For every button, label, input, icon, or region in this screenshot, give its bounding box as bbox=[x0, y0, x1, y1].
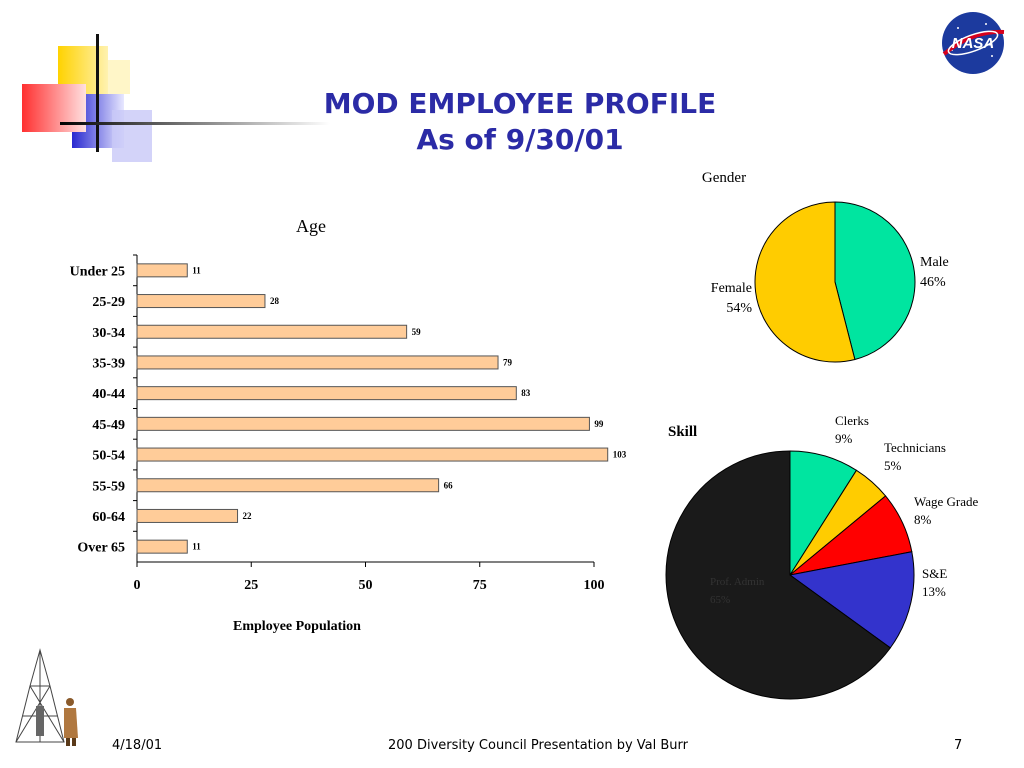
rocket-figure-illustration bbox=[15, 648, 78, 746]
age-data-label-25-29: 28 bbox=[270, 296, 280, 306]
age-category-label-over-65: Over 65 bbox=[77, 541, 125, 556]
skill-label-clerks: Clerks bbox=[835, 413, 869, 428]
gender-slice-male bbox=[834, 201, 916, 361]
footer-page-number: 7 bbox=[954, 738, 963, 753]
age-bar-55-59 bbox=[136, 478, 440, 493]
age-bar-30-34 bbox=[136, 324, 408, 339]
age-bar-over-65 bbox=[136, 539, 188, 554]
slide-title-line1: MOD EMPLOYEE PROFILE bbox=[323, 87, 717, 120]
age-x-tick-label-25: 25 bbox=[244, 578, 258, 593]
age-bar-60-64 bbox=[136, 508, 239, 523]
skill-label-prof-admin: Prof. Admin bbox=[710, 576, 765, 588]
age-category-label-30-34: 30-34 bbox=[92, 326, 125, 341]
age-x-tick-label-100: 100 bbox=[584, 578, 605, 593]
skill-value-label-clerks: 9% bbox=[835, 431, 853, 446]
age-category-label-40-44: 40-44 bbox=[92, 387, 125, 402]
slide-title: MOD EMPLOYEE PROFILE As of 9/30/01 bbox=[230, 86, 810, 158]
age-chart-xlabel: Employee Population bbox=[233, 619, 361, 634]
gender-slice-female bbox=[754, 201, 856, 363]
age-category-label-35-39: 35-39 bbox=[92, 356, 125, 371]
age-category-label-50-54: 50-54 bbox=[92, 449, 125, 464]
age-x-tick-label-50: 50 bbox=[359, 578, 373, 593]
age-data-label-55-59: 66 bbox=[444, 480, 454, 490]
gender-chart-title: Gender bbox=[702, 170, 746, 186]
age-data-label-over-65: 11 bbox=[192, 542, 201, 552]
skill-value-label-s-e: 13% bbox=[922, 584, 946, 599]
age-data-label-50-54: 103 bbox=[613, 450, 627, 460]
age-category-label-55-59: 55-59 bbox=[92, 479, 125, 494]
footer-date: 4/18/01 bbox=[112, 738, 163, 753]
age-category-label-45-49: 45-49 bbox=[92, 418, 125, 433]
gender-value-label-male: 46% bbox=[920, 275, 946, 290]
age-x-tick-label-75: 75 bbox=[473, 578, 487, 593]
nasa-logo-text: NASA bbox=[952, 35, 995, 52]
skill-slice-s-e bbox=[788, 551, 915, 649]
age-data-label-45-49: 99 bbox=[594, 419, 604, 429]
age-bar-25-29 bbox=[136, 294, 266, 309]
age-bar-chart: Age Employee Population Under 25 11 25-29 2… bbox=[70, 216, 627, 634]
skill-slice-prof-admin bbox=[665, 450, 892, 700]
skill-chart-title: Skill bbox=[668, 424, 697, 440]
age-bar-under-25 bbox=[136, 263, 188, 278]
decorative-squares bbox=[22, 34, 330, 162]
footer-center-text: 200 Diversity Council Presentation by Va… bbox=[388, 738, 688, 753]
gender-label-female: Female bbox=[711, 281, 752, 296]
age-bar-35-39 bbox=[136, 355, 499, 370]
age-data-label-40-44: 83 bbox=[521, 388, 531, 398]
age-bar-45-49 bbox=[136, 416, 590, 431]
gender-value-label-female: 54% bbox=[726, 301, 752, 316]
skill-pie-chart: Skill Clerks 9% Technicians 5% Wage Grade 8% S… bbox=[665, 413, 979, 700]
gender-pie-chart: Gender Male 46% Female 54% bbox=[702, 170, 949, 363]
age-data-label-60-64: 22 bbox=[243, 511, 253, 521]
skill-value-label-prof-admin: 65% bbox=[710, 594, 730, 606]
skill-value-label-technicians: 5% bbox=[884, 458, 902, 473]
skill-value-label-wage-grade: 8% bbox=[914, 512, 932, 527]
gender-label-male: Male bbox=[920, 255, 949, 270]
skill-label-wage-grade: Wage Grade bbox=[914, 494, 979, 509]
age-data-label-35-39: 79 bbox=[503, 357, 513, 367]
age-data-label-under-25: 11 bbox=[192, 265, 201, 275]
slide-title-line2: As of 9/30/01 bbox=[416, 123, 624, 156]
age-bar-50-54 bbox=[136, 447, 609, 462]
age-category-label-25-29: 25-29 bbox=[92, 295, 125, 310]
skill-label-technicians: Technicians bbox=[884, 440, 946, 455]
age-chart-title: Age bbox=[296, 216, 326, 236]
age-bar-40-44 bbox=[136, 386, 517, 401]
age-data-label-30-34: 59 bbox=[412, 327, 422, 337]
nasa-logo: NASA bbox=[942, 12, 1005, 74]
age-category-label-under-25: Under 25 bbox=[70, 264, 125, 279]
age-category-label-60-64: 60-64 bbox=[92, 510, 125, 525]
skill-label-s-e: S&E bbox=[922, 566, 947, 581]
age-x-tick-label-0: 0 bbox=[134, 578, 141, 593]
